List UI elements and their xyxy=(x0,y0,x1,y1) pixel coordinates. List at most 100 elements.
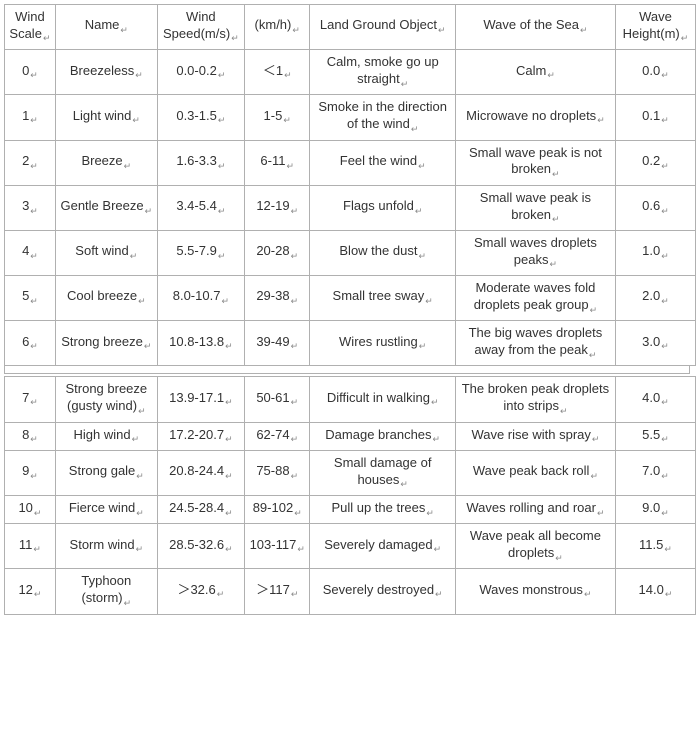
cell-name: Breezeless↵ xyxy=(55,50,157,95)
cell-kmh: ＞117↵ xyxy=(245,569,310,614)
col-kmh: (km/h)↵ xyxy=(245,5,310,50)
cell-kmh: 50-61↵ xyxy=(245,377,310,422)
cell-kmh: 103-117↵ xyxy=(245,524,310,569)
cell-kmh: 39-49↵ xyxy=(245,321,310,366)
cell-name: High wind↵ xyxy=(55,422,157,450)
cell-name: Storm wind↵ xyxy=(55,524,157,569)
cell-height: 2.0↵ xyxy=(615,276,695,321)
wind-scale-table: 7↵Strong breeze (gusty wind)↵13.9-17.1↵5… xyxy=(4,376,696,614)
cell-kmh: ＜1↵ xyxy=(245,50,310,95)
table-row: 10↵Fierce wind↵24.5-28.4↵89-102↵Pull up … xyxy=(5,496,696,524)
cell-land: Difficult in walking↵ xyxy=(310,377,455,422)
cell-land: Small damage of houses↵ xyxy=(310,450,455,495)
table-row: 9↵Strong gale↵20.8-24.4↵75-88↵Small dama… xyxy=(5,450,696,495)
cell-sea: Wave rise with spray↵ xyxy=(455,422,615,450)
cell-sea: Small waves droplets peaks↵ xyxy=(455,230,615,275)
cell-land: Damage branches↵ xyxy=(310,422,455,450)
cell-kmh: 1-5↵ xyxy=(245,95,310,140)
cell-speed: 5.5-7.9↵ xyxy=(157,230,244,275)
cell-scale: 10↵ xyxy=(5,496,56,524)
cell-height: 9.0↵ xyxy=(615,496,695,524)
cell-sea: Wave peak back roll↵ xyxy=(455,450,615,495)
table-row: 8↵High wind↵17.2-20.7↵62-74↵Damage branc… xyxy=(5,422,696,450)
cell-height: 0.6↵ xyxy=(615,185,695,230)
cell-height: 7.0↵ xyxy=(615,450,695,495)
cell-speed: 1.6-3.3↵ xyxy=(157,140,244,185)
cell-sea: Waves monstrous↵ xyxy=(455,569,615,614)
cell-kmh: 62-74↵ xyxy=(245,422,310,450)
cell-sea: The big waves droplets away from the pea… xyxy=(455,321,615,366)
cell-height: 3.0↵ xyxy=(615,321,695,366)
cell-kmh: 20-28↵ xyxy=(245,230,310,275)
table-row: 4↵Soft wind↵5.5-7.9↵20-28↵Blow the dust↵… xyxy=(5,230,696,275)
cell-scale: 8↵ xyxy=(5,422,56,450)
cell-sea: Small wave peak is broken↵ xyxy=(455,185,615,230)
cell-speed: 8.0-10.7↵ xyxy=(157,276,244,321)
cell-name: Strong breeze↵ xyxy=(55,321,157,366)
cell-speed: 20.8-24.4↵ xyxy=(157,450,244,495)
cell-scale: 3↵ xyxy=(5,185,56,230)
cell-speed: 13.9-17.1↵ xyxy=(157,377,244,422)
cell-speed: 28.5-32.6↵ xyxy=(157,524,244,569)
table-row: 7↵Strong breeze (gusty wind)↵13.9-17.1↵5… xyxy=(5,377,696,422)
cell-name: Gentle Breeze↵ xyxy=(55,185,157,230)
cell-height: 5.5↵ xyxy=(615,422,695,450)
cell-height: 0.0↵ xyxy=(615,50,695,95)
cell-kmh: 6-11↵ xyxy=(245,140,310,185)
wind-scale-table-container: Wind Scale↵Name↵Wind Speed(m/s)↵(km/h)↵L… xyxy=(4,4,696,615)
cell-name: Light wind↵ xyxy=(55,95,157,140)
cell-name: Breeze↵ xyxy=(55,140,157,185)
cell-height: 0.2↵ xyxy=(615,140,695,185)
cell-land: Feel the wind↵ xyxy=(310,140,455,185)
col-speed: Wind Speed(m/s)↵ xyxy=(157,5,244,50)
cell-name: Soft wind↵ xyxy=(55,230,157,275)
col-name: Name↵ xyxy=(55,5,157,50)
cell-sea: Wave peak all become droplets↵ xyxy=(455,524,615,569)
cell-scale: 5↵ xyxy=(5,276,56,321)
cell-scale: 11↵ xyxy=(5,524,56,569)
cell-height: 14.0↵ xyxy=(615,569,695,614)
cell-land: Severely damaged↵ xyxy=(310,524,455,569)
cell-land: Blow the dust↵ xyxy=(310,230,455,275)
table-row: 0↵Breezeless↵0.0-0.2↵＜1↵Calm, smoke go u… xyxy=(5,50,696,95)
cell-scale: 0↵ xyxy=(5,50,56,95)
cell-name: Cool breeze↵ xyxy=(55,276,157,321)
table-row: 3↵Gentle Breeze↵3.4-5.4↵12-19↵Flags unfo… xyxy=(5,185,696,230)
table-row: 2↵Breeze↵1.6-3.3↵6-11↵Feel the wind↵Smal… xyxy=(5,140,696,185)
table-row: 6↵Strong breeze↵10.8-13.8↵39-49↵Wires ru… xyxy=(5,321,696,366)
col-sea: Wave of the Sea↵ xyxy=(455,5,615,50)
cell-kmh: 75-88↵ xyxy=(245,450,310,495)
cell-scale: 6↵ xyxy=(5,321,56,366)
cell-height: 1.0↵ xyxy=(615,230,695,275)
cell-speed: 0.3-1.5↵ xyxy=(157,95,244,140)
cell-land: Severely destroyed↵ xyxy=(310,569,455,614)
table-row: 12↵Typhoon (storm)↵＞32.6↵＞117↵Severely d… xyxy=(5,569,696,614)
cell-speed: 10.8-13.8↵ xyxy=(157,321,244,366)
table-split xyxy=(4,366,696,374)
cell-sea: Microwave no droplets↵ xyxy=(455,95,615,140)
cell-scale: 12↵ xyxy=(5,569,56,614)
cell-land: Calm, smoke go up straight↵ xyxy=(310,50,455,95)
col-height: Wave Height(m)↵ xyxy=(615,5,695,50)
cell-sea: Moderate waves fold droplets peak group↵ xyxy=(455,276,615,321)
cell-kmh: 89-102↵ xyxy=(245,496,310,524)
cell-speed: 17.2-20.7↵ xyxy=(157,422,244,450)
cell-name: Typhoon (storm)↵ xyxy=(55,569,157,614)
cell-sea: The broken peak droplets into strips↵ xyxy=(455,377,615,422)
cell-sea: Waves rolling and roar↵ xyxy=(455,496,615,524)
wind-scale-table: Wind Scale↵Name↵Wind Speed(m/s)↵(km/h)↵L… xyxy=(4,4,696,366)
cell-scale: 9↵ xyxy=(5,450,56,495)
cell-speed: 3.4-5.4↵ xyxy=(157,185,244,230)
col-scale: Wind Scale↵ xyxy=(5,5,56,50)
cell-name: Strong breeze (gusty wind)↵ xyxy=(55,377,157,422)
cell-scale: 2↵ xyxy=(5,140,56,185)
cell-scale: 4↵ xyxy=(5,230,56,275)
cell-sea: Calm↵ xyxy=(455,50,615,95)
header-row: Wind Scale↵Name↵Wind Speed(m/s)↵(km/h)↵L… xyxy=(5,5,696,50)
cell-kmh: 12-19↵ xyxy=(245,185,310,230)
cell-land: Pull up the trees↵ xyxy=(310,496,455,524)
col-land: Land Ground Object↵ xyxy=(310,5,455,50)
cell-speed: 0.0-0.2↵ xyxy=(157,50,244,95)
cell-land: Small tree sway↵ xyxy=(310,276,455,321)
cell-height: 4.0↵ xyxy=(615,377,695,422)
